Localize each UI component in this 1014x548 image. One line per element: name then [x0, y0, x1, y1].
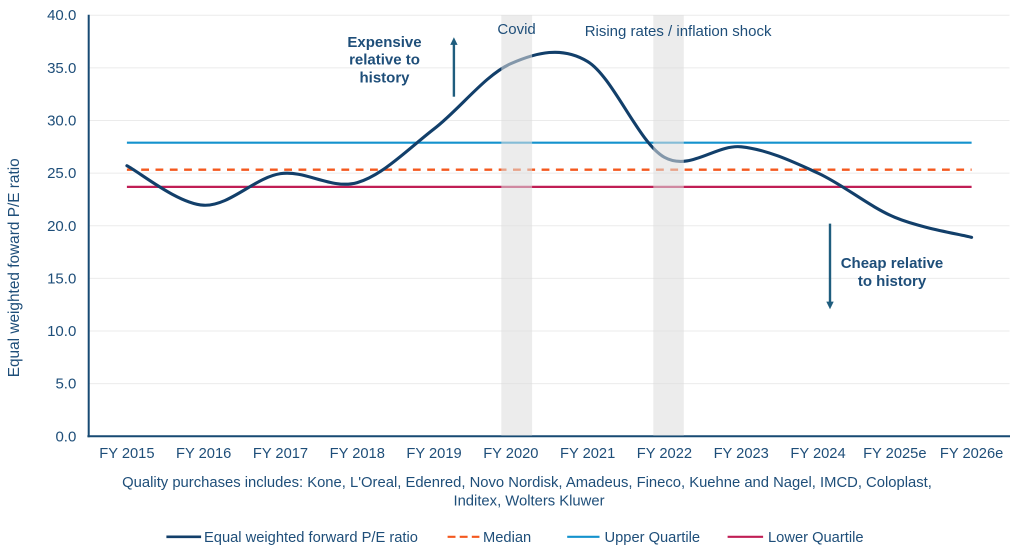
svg-text:Quality purchases includes: Ko: Quality purchases includes: Kone, L'Orea…	[122, 475, 932, 491]
svg-text:FY 2023: FY 2023	[714, 446, 769, 462]
svg-text:40.0: 40.0	[47, 7, 76, 24]
svg-text:Median: Median	[483, 530, 531, 546]
svg-text:FY 2016: FY 2016	[176, 446, 231, 462]
svg-text:FY 2022: FY 2022	[637, 446, 692, 462]
svg-text:FY 2019: FY 2019	[406, 446, 461, 462]
svg-text:Lower Quartile: Lower Quartile	[768, 530, 864, 546]
svg-text:Equal weighted foward P/E rati: Equal weighted foward P/E ratio	[6, 158, 23, 377]
svg-text:20.0: 20.0	[47, 218, 76, 235]
svg-text:10.0: 10.0	[47, 323, 76, 340]
svg-text:Rising rates / inflation shock: Rising rates / inflation shock	[585, 23, 772, 40]
svg-text:relative to: relative to	[349, 52, 420, 69]
svg-text:FY 2020: FY 2020	[483, 446, 538, 462]
svg-text:history: history	[359, 70, 410, 87]
svg-text:30.0: 30.0	[47, 112, 76, 129]
svg-text:FY 2017: FY 2017	[253, 446, 308, 462]
svg-text:FY 2024: FY 2024	[790, 446, 845, 462]
svg-text:Equal weighted forward P/E rat: Equal weighted forward P/E ratio	[204, 530, 418, 546]
svg-text:15.0: 15.0	[47, 270, 76, 287]
svg-text:FY 2025e: FY 2025e	[863, 446, 926, 462]
svg-text:Cheap relative: Cheap relative	[841, 255, 944, 272]
svg-text:FY 2015: FY 2015	[99, 446, 154, 462]
svg-text:Inditex, Wolters Kluwer: Inditex, Wolters Kluwer	[453, 493, 604, 509]
svg-text:35.0: 35.0	[47, 60, 76, 77]
svg-text:FY 2021: FY 2021	[560, 446, 615, 462]
svg-text:Upper Quartile: Upper Quartile	[605, 530, 701, 546]
svg-text:Covid: Covid	[497, 21, 535, 38]
svg-text:5.0: 5.0	[55, 376, 76, 393]
svg-text:Expensive: Expensive	[347, 34, 421, 51]
svg-text:25.0: 25.0	[47, 165, 76, 182]
svg-text:FY 2026e: FY 2026e	[940, 446, 1003, 462]
svg-text:to history: to history	[858, 273, 927, 290]
svg-text:FY 2018: FY 2018	[330, 446, 385, 462]
svg-text:0.0: 0.0	[55, 428, 76, 445]
